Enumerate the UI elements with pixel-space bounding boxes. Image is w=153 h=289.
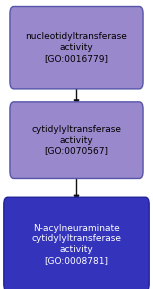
Text: cytidylyltransferase
activity
[GO:0070567]: cytidylyltransferase activity [GO:007056…	[32, 125, 121, 155]
Text: nucleotidyltransferase
activity
[GO:0016779]: nucleotidyltransferase activity [GO:0016…	[26, 32, 127, 63]
FancyBboxPatch shape	[10, 6, 143, 89]
Text: N-acylneuraminate
cytidylyltransferase
activity
[GO:0008781]: N-acylneuraminate cytidylyltransferase a…	[32, 224, 121, 265]
FancyBboxPatch shape	[4, 197, 149, 289]
FancyBboxPatch shape	[10, 102, 143, 178]
